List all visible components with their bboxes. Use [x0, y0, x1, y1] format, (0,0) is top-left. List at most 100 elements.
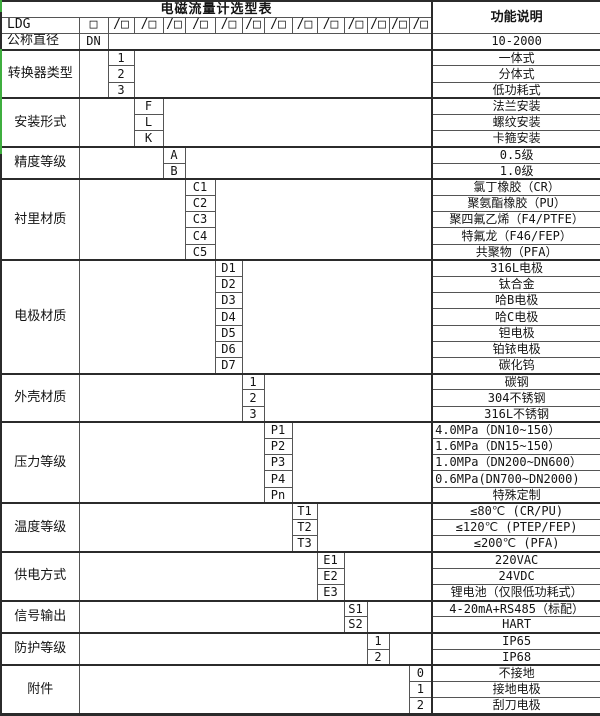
option-code: E1 [316, 550, 345, 569]
spacer-cell [107, 32, 433, 51]
option-row: 3 低功耗式 [1, 81, 600, 99]
option-desc: 低功耗式 [431, 81, 600, 99]
model-slot: /□ [133, 16, 164, 34]
model-slot: /□ [408, 16, 433, 34]
option-desc: 哈B电极 [431, 292, 600, 310]
option-code: T3 [291, 535, 318, 553]
option-code: B [162, 162, 186, 180]
option-desc: 哈C电极 [431, 308, 600, 326]
option-code: E2 [316, 567, 345, 585]
option-desc: 锂电池（仅限低功耗式） [431, 583, 600, 602]
option-row: D7 碳化钨 [1, 356, 600, 375]
spacer-cell [78, 550, 318, 602]
option-desc: 10-2000 [431, 32, 600, 51]
section-label: 温度等级 [0, 502, 80, 553]
option-desc: 共聚物（PFA） [431, 243, 600, 261]
option-code: C1 [184, 178, 216, 196]
section-label: 衬里材质 [0, 178, 80, 261]
model-slot: /□ [214, 16, 243, 34]
option-code: E3 [316, 583, 345, 602]
option-desc: 316L不锈钢 [431, 405, 600, 423]
function-header: 功能说明 [431, 0, 600, 34]
section-label: 供电方式 [0, 550, 80, 602]
option-desc: ≤200℃ (PFA) [431, 535, 600, 553]
option-desc: 螺纹安装 [431, 113, 600, 132]
option-code: 0 [408, 664, 433, 683]
option-desc: 钛合金 [431, 275, 600, 294]
option-code: 3 [107, 81, 135, 99]
option-desc: IP65 [431, 631, 600, 650]
spacer-cell [133, 48, 433, 99]
option-row: L 螺纹安装 [1, 113, 600, 132]
scan-artifact [0, 0, 2, 12]
option-code: P3 [263, 454, 293, 472]
option-row: P3 1.0MPa（DN200~DN600） [1, 454, 600, 472]
option-row: 2 304不锈钢 [1, 389, 600, 407]
option-code: C2 [184, 194, 216, 213]
option-code: C4 [184, 227, 216, 245]
option-code: 2 [408, 697, 433, 715]
option-desc: ≤120℃ (PTEP/FEP) [431, 518, 600, 537]
title-row: 电磁流量计选型表 功能说明 [0, 0, 600, 34]
model-slot: /□ [343, 16, 368, 34]
option-code: P1 [263, 421, 293, 439]
spacer-cell [291, 421, 433, 504]
option-code: 3 [241, 405, 265, 423]
option-desc: 氯丁橡胶（CR） [431, 178, 600, 196]
option-row: S2 HART [1, 616, 600, 634]
option-desc: 卡箍安装 [431, 130, 600, 148]
option-code: 2 [241, 389, 265, 407]
option-row: 转换器类型 1 一体式 [0, 48, 600, 99]
option-desc: 钽电极 [431, 324, 600, 342]
option-row: 电极材质 D1 316L电极 [0, 259, 600, 375]
section-label: 信号输出 [0, 599, 80, 634]
model-slot: /□ [241, 16, 265, 34]
option-code: P4 [263, 470, 293, 488]
spacer-cell [263, 372, 433, 423]
option-code: D7 [214, 356, 243, 375]
option-row: 信号输出 S1 4-20mA+RS485（标配） [0, 599, 600, 634]
option-code: C5 [184, 243, 216, 261]
option-desc: 1.0级 [431, 162, 600, 180]
option-desc: 聚氨酯橡胶（PU） [431, 194, 600, 213]
option-desc: IP68 [431, 648, 600, 666]
option-code: DN [78, 32, 109, 51]
option-row: 衬里材质 C1 氯丁橡胶（CR） [0, 178, 600, 261]
option-row: 精度等级 A 0.5级 [0, 145, 600, 180]
option-row: 附件 0 不接地 [0, 664, 600, 716]
spacer-cell [388, 631, 433, 666]
option-desc: 1.6MPa（DN15~150） [431, 437, 600, 456]
option-desc: 0.6MPa(DN700~DN2000) [431, 470, 600, 488]
spacer-cell [184, 145, 433, 180]
spacer-cell [78, 631, 368, 666]
spacer-cell [78, 421, 265, 504]
option-row: 1 接地电极 [1, 681, 600, 699]
diameter-row: 公称直径 DN 10-2000 [0, 32, 600, 51]
option-code: C3 [184, 211, 216, 229]
option-code: D6 [214, 340, 243, 358]
model-slot: /□ [316, 16, 345, 34]
spacer-cell [78, 502, 293, 553]
option-desc: 304不锈钢 [431, 389, 600, 407]
option-row: 安装形式 F 法兰安装 [0, 97, 600, 148]
table-title: 电磁流量计选型表 [0, 0, 433, 18]
option-code: Pn [263, 486, 293, 504]
option-desc: 316L电极 [431, 259, 600, 277]
option-code: S1 [343, 599, 368, 618]
scan-artifact [0, 49, 2, 154]
option-desc: 刮刀电极 [431, 697, 600, 715]
model-box: □ [78, 16, 109, 34]
model-prefix: LDG [0, 16, 80, 34]
model-slot: /□ [184, 16, 216, 34]
option-row: T3 ≤200℃ (PFA) [1, 535, 600, 553]
option-desc: ≤80℃ (CR/PU) [431, 502, 600, 521]
section-label: 精度等级 [0, 145, 80, 180]
spacer-cell [214, 178, 433, 261]
spacer-cell [78, 372, 243, 423]
spacer-cell [343, 550, 433, 602]
model-slot: /□ [107, 16, 135, 34]
option-desc: 特氟龙（F46/FEP） [431, 227, 600, 245]
option-desc: 铂铱电极 [431, 340, 600, 358]
option-code: D2 [214, 275, 243, 294]
